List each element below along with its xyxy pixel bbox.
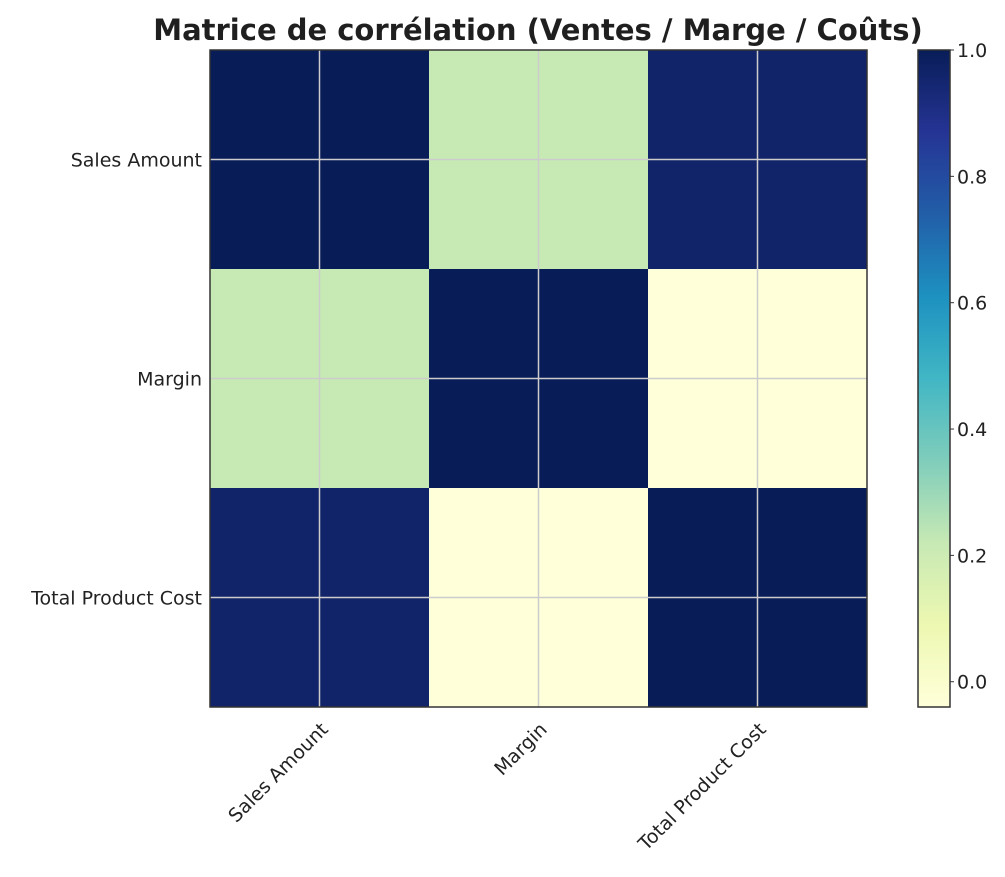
x-tick-label: Total Product Cost <box>634 719 771 856</box>
colorbar-tick-label: 0.4 <box>957 419 987 441</box>
colorbar-tick-label: 0.0 <box>957 672 987 694</box>
y-tick-labels: Sales Amount Margin Total Product Cost <box>30 150 202 610</box>
x-tick-label: Margin <box>490 719 551 780</box>
colorbar-tick-label: 0.8 <box>957 166 987 188</box>
colorbar-tick-labels: 0.0 0.2 0.4 0.6 0.8 1.0 <box>950 40 987 694</box>
y-tick-label: Margin <box>137 369 202 391</box>
chart-title: Matrice de corrélation (Ventes / Marge /… <box>153 13 923 47</box>
colorbar-tick-label: 1.0 <box>957 40 987 62</box>
x-tick-labels: Sales Amount Margin Total Product Cost <box>224 719 770 856</box>
colorbar <box>917 49 951 708</box>
heatmap-gridlines <box>210 50 867 707</box>
colorbar-tick-label: 0.2 <box>957 545 987 567</box>
plot-frame <box>209 49 868 708</box>
y-tick-label: Total Product Cost <box>30 588 202 610</box>
x-tick-label: Sales Amount <box>224 719 332 827</box>
colorbar-tick-label: 0.6 <box>957 293 987 315</box>
y-tick-label: Sales Amount <box>71 150 202 172</box>
